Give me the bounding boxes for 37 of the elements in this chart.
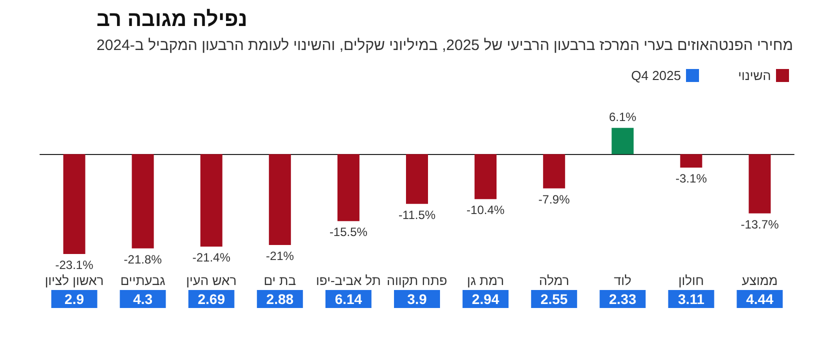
chart-subtitle: מחירי הפנטהאוזים בערי המרכז ברבעון הרביעי של 2025, במיליוני שקלים, והשינוי לעומת הרבעון המקביל ב-2024 [96, 37, 794, 54]
data-label: -13.7% [740, 217, 780, 232]
data-label: 2.69 [198, 291, 226, 307]
x-tick-label: גבעתיים [120, 273, 166, 288]
data-label: 2.88 [266, 291, 294, 307]
data-label: 6.14 [334, 291, 362, 307]
data-label: 6.1% [608, 110, 637, 124]
x-tick-label: בת ים [264, 273, 296, 288]
x-tick-label: פתח תקווה [386, 273, 448, 288]
data-label: -10.4% [466, 203, 505, 218]
x-tick-label: לוד [614, 273, 632, 288]
data-label: 2.9 [64, 291, 84, 307]
data-label: 3.9 [407, 291, 427, 307]
data-label: 2.55 [540, 291, 568, 307]
data-label: 4.3 [133, 291, 153, 307]
legend-label: השינוי [738, 68, 771, 83]
x-tick-label: ראש העין [186, 273, 237, 288]
chart-title: נפילה מגובה רב [96, 8, 248, 31]
legend-label: Q4 2025 [631, 68, 681, 83]
x-tick-label: ממוצע [742, 273, 778, 288]
data-label: 3.11 [678, 291, 705, 307]
data-label: -11.5% [398, 208, 436, 222]
data-label: -21% [266, 248, 294, 263]
data-label: -7.9% [538, 192, 570, 206]
data-label: 4.44 [746, 291, 774, 307]
data-label: -21.4% [192, 250, 231, 265]
x-tick-label: תל אביב-יפו [316, 273, 381, 288]
x-tick-label: רמלה [538, 273, 570, 288]
x-tick-label: חולון [678, 273, 704, 288]
data-label: -21.8% [124, 252, 162, 266]
x-tick-label: ראשון לציון [44, 273, 104, 288]
data-label: -23.1% [55, 258, 94, 272]
data-label: 2.94 [472, 291, 500, 307]
data-label: -15.5% [329, 225, 368, 240]
data-label: -3.1% [676, 172, 708, 186]
x-tick-label: רמת גן [467, 273, 504, 288]
data-label: 2.33 [609, 291, 636, 307]
